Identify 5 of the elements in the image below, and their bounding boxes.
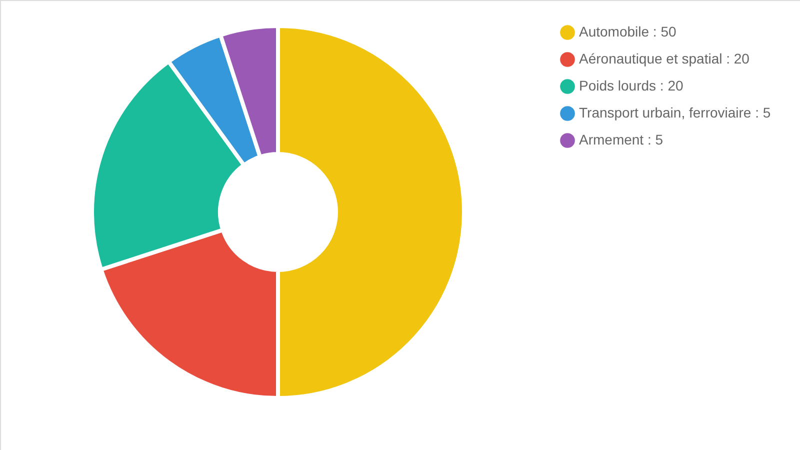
legend-label: Poids lourds : 20 — [579, 78, 684, 94]
legend-label: Transport urbain, ferroviaire : 5 — [579, 104, 771, 120]
legend-label: Aéronautique et spatial : 20 — [579, 50, 750, 66]
legend-label: Armement : 5 — [579, 132, 664, 148]
legend-label: Automobile : 50 — [579, 24, 676, 40]
